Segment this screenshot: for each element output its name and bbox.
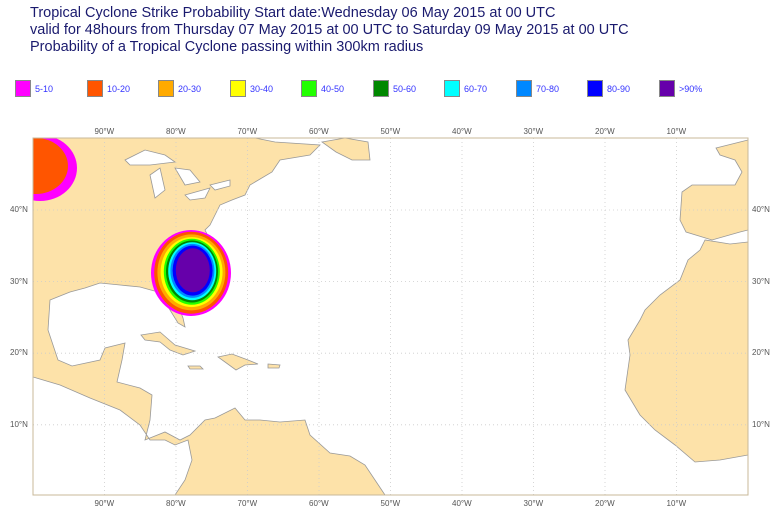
legend-swatch (87, 80, 103, 97)
africa (624, 239, 748, 463)
lon-label: 80°W (166, 127, 186, 136)
legend-swatch (230, 80, 246, 97)
lat-label: 30°N (10, 276, 28, 286)
lon-label: 70°W (237, 127, 258, 136)
puerto-rico (267, 363, 281, 369)
iberia-france (679, 139, 748, 241)
title-line-3: Probability of a Tropical Cyclone passin… (30, 39, 424, 55)
legend-label: 5-10 (35, 84, 54, 94)
lat-label: 20°N (10, 348, 28, 358)
legend-swatch (15, 80, 31, 97)
legend-label: 80-90 (607, 84, 631, 94)
lon-label: 90°W (94, 499, 115, 508)
newfoundland (320, 138, 371, 161)
lon-label: 10°W (666, 127, 687, 136)
lat-label: 40°N (10, 205, 28, 214)
lat-label: 10°N (752, 419, 770, 429)
legend-label: 70-80 (536, 84, 560, 94)
lat-label: 20°N (752, 348, 770, 358)
legend-swatch (444, 80, 460, 97)
legend-label: 30-40 (250, 84, 274, 94)
lon-label: 50°W (380, 499, 401, 508)
lon-label: 80°W (166, 499, 186, 508)
lon-label: 30°W (523, 127, 544, 136)
legend-swatch (516, 80, 532, 97)
lat-label: 10°N (10, 419, 28, 429)
great-lakes (124, 149, 231, 201)
legend-label: 40-50 (321, 84, 345, 94)
legend-label: 50-60 (393, 84, 417, 94)
jamaica (187, 365, 204, 370)
lat-label: 30°N (752, 276, 770, 286)
legend-label: >90% (679, 84, 703, 94)
lon-label: 50°W (380, 127, 401, 136)
lon-label: 60°W (309, 499, 329, 508)
legend-label: 10-20 (107, 84, 131, 94)
legend-swatch (659, 80, 675, 97)
contour-nw-10-20 (33, 138, 68, 194)
lon-label: 40°W (452, 127, 472, 136)
lon-label: 60°W (309, 127, 329, 136)
lon-label: 30°W (523, 499, 544, 508)
map-frame (32, 137, 749, 496)
lat-label: 40°N (752, 205, 770, 214)
lon-label: 40°W (452, 499, 472, 508)
legend-swatch (301, 80, 317, 97)
lon-label: 90°W (94, 127, 115, 136)
land (33, 138, 748, 495)
probability-contours (33, 138, 231, 316)
lon-label: 70°W (237, 499, 258, 508)
lon-label: 10°W (666, 499, 687, 508)
contour-storm->90% (175, 248, 210, 293)
lon-label: 20°W (595, 127, 615, 136)
legend-label: 60-70 (464, 84, 488, 94)
legend-swatch (158, 80, 174, 97)
lon-label: 20°W (595, 499, 615, 508)
title-line-1: Tropical Cyclone Strike Probability Star… (30, 5, 556, 21)
legend-swatch (373, 80, 389, 97)
title-line-2: valid for 48hours from Thursday 07 May 2… (30, 22, 629, 38)
cuba (140, 331, 197, 356)
americas (33, 138, 386, 495)
hispaniola (217, 353, 259, 371)
legend-swatch (587, 80, 603, 97)
legend-label: 20-30 (178, 84, 202, 94)
